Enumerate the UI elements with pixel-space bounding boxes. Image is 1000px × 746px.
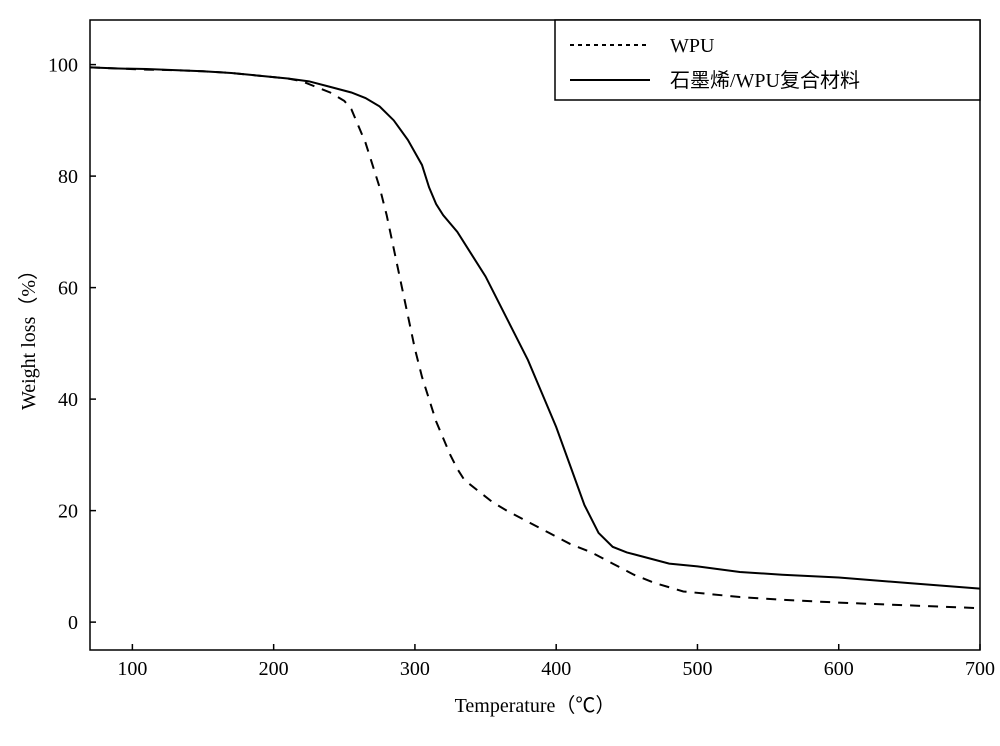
y-axis-label: Weight loss（%）	[17, 260, 40, 410]
series-line-1	[90, 67, 980, 588]
tga-chart: 100 200 300 400 500 600 700 0 20 40 60 80 100 Tempera…	[0, 0, 1000, 746]
x-tick-label: 200	[259, 658, 289, 680]
x-tick-label: 400	[541, 658, 571, 680]
x-axis-label: Temperature（℃）	[455, 694, 616, 717]
legend-label: 石墨烯/WPU复合材料	[670, 69, 860, 92]
y-tick-label: 80	[58, 166, 78, 188]
legend-label: WPU	[670, 35, 715, 57]
x-tick-label: 700	[965, 658, 995, 680]
y-tick-label: 100	[48, 55, 78, 77]
y-tick-label: 0	[68, 612, 78, 634]
y-tick-label: 40	[58, 389, 78, 411]
y-tick-label: 60	[58, 278, 78, 300]
x-tick-label: 600	[824, 658, 854, 680]
series-line-0	[90, 67, 980, 608]
x-tick-label: 100	[117, 658, 147, 680]
x-tick-label: 300	[400, 658, 430, 680]
y-tick-label: 20	[58, 501, 78, 523]
tga-chart-container: 100 200 300 400 500 600 700 0 20 40 60 80 100 Tempera…	[0, 0, 1000, 746]
x-tick-label: 500	[682, 658, 712, 680]
